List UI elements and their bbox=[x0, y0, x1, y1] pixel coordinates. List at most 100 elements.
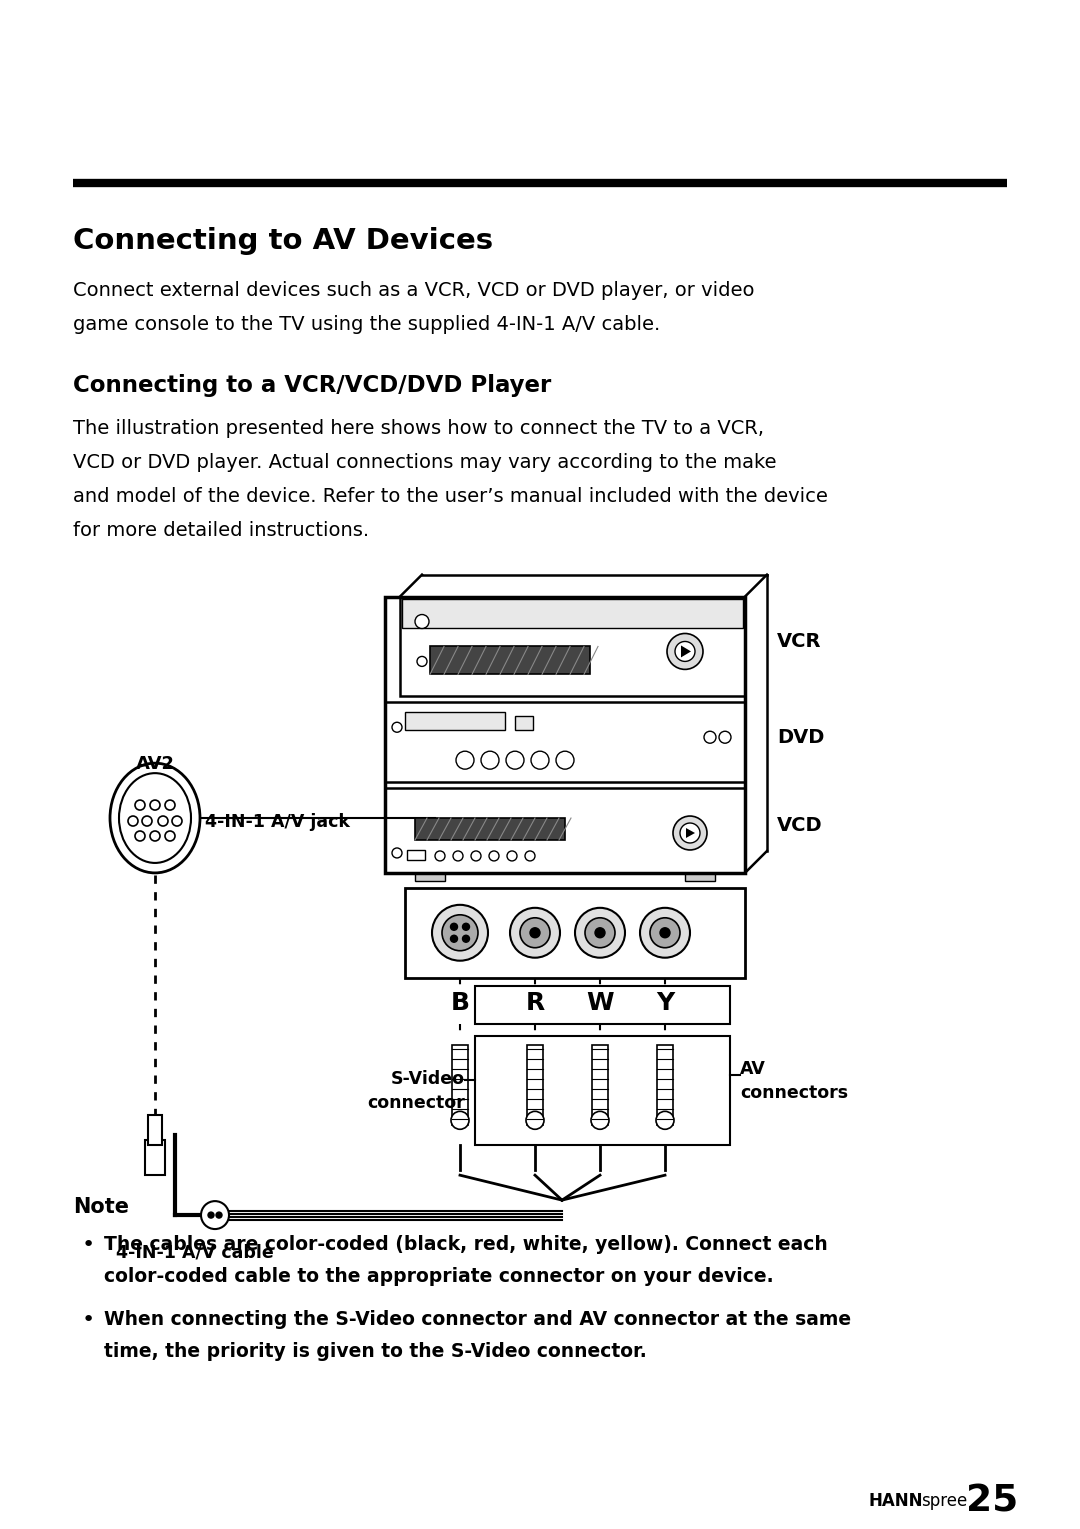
Circle shape bbox=[129, 816, 138, 826]
Circle shape bbox=[680, 823, 700, 842]
Bar bbox=[453, 1046, 468, 1125]
Circle shape bbox=[435, 852, 445, 861]
Text: B: B bbox=[450, 991, 470, 1015]
Text: and model of the device. Refer to the user’s manual included with the device: and model of the device. Refer to the us… bbox=[73, 486, 828, 506]
Bar bbox=[475, 1035, 730, 1145]
Circle shape bbox=[450, 936, 458, 942]
Circle shape bbox=[656, 1112, 674, 1130]
Polygon shape bbox=[681, 645, 691, 657]
Ellipse shape bbox=[110, 763, 200, 873]
Text: 25: 25 bbox=[966, 1483, 1018, 1520]
Bar bbox=[475, 986, 730, 1023]
Text: Note: Note bbox=[73, 1197, 129, 1217]
Bar bbox=[148, 1115, 162, 1145]
Circle shape bbox=[704, 731, 716, 743]
Circle shape bbox=[660, 928, 670, 937]
Bar bbox=[430, 647, 590, 674]
Bar bbox=[592, 1046, 608, 1125]
Circle shape bbox=[667, 633, 703, 670]
Circle shape bbox=[556, 751, 573, 769]
Circle shape bbox=[150, 830, 160, 841]
Text: When connecting the S-Video connector and AV connector at the same: When connecting the S-Video connector an… bbox=[104, 1310, 851, 1329]
Text: R: R bbox=[525, 991, 544, 1015]
Circle shape bbox=[165, 830, 175, 841]
Bar bbox=[657, 1046, 673, 1125]
Circle shape bbox=[432, 905, 488, 960]
Circle shape bbox=[595, 928, 605, 937]
Text: Connecting to AV Devices: Connecting to AV Devices bbox=[73, 228, 494, 255]
Circle shape bbox=[158, 816, 168, 826]
Circle shape bbox=[531, 751, 549, 769]
Circle shape bbox=[471, 852, 481, 861]
Circle shape bbox=[650, 917, 680, 948]
Circle shape bbox=[462, 936, 470, 942]
Circle shape bbox=[417, 656, 427, 667]
Bar bbox=[527, 1046, 543, 1125]
Bar bbox=[384, 787, 745, 873]
Circle shape bbox=[519, 917, 550, 948]
Ellipse shape bbox=[119, 774, 191, 862]
Text: W: W bbox=[586, 991, 613, 1015]
Bar bbox=[402, 598, 743, 628]
Text: AV
connectors: AV connectors bbox=[740, 1061, 848, 1102]
Circle shape bbox=[392, 722, 402, 732]
Bar bbox=[407, 850, 426, 859]
Circle shape bbox=[201, 1202, 229, 1229]
Text: •: • bbox=[82, 1235, 95, 1255]
Circle shape bbox=[675, 642, 696, 662]
Circle shape bbox=[507, 751, 524, 769]
Text: •: • bbox=[82, 1310, 95, 1330]
Circle shape bbox=[575, 908, 625, 957]
Circle shape bbox=[135, 830, 145, 841]
Text: game console to the TV using the supplied 4-IN-1 A/V cable.: game console to the TV using the supplie… bbox=[73, 315, 660, 335]
Text: time, the priority is given to the S-Video connector.: time, the priority is given to the S-Vid… bbox=[104, 1342, 647, 1361]
Circle shape bbox=[673, 816, 707, 850]
Circle shape bbox=[481, 751, 499, 769]
Circle shape bbox=[462, 924, 470, 930]
Bar bbox=[405, 888, 745, 977]
Circle shape bbox=[208, 1212, 214, 1219]
Text: The cables are color-coded (black, red, white, yellow). Connect each: The cables are color-coded (black, red, … bbox=[104, 1235, 827, 1254]
Circle shape bbox=[453, 852, 463, 861]
Circle shape bbox=[510, 908, 561, 957]
Text: color-coded cable to the appropriate connector on your device.: color-coded cable to the appropriate con… bbox=[104, 1268, 773, 1286]
Circle shape bbox=[591, 1112, 609, 1130]
Bar bbox=[145, 1141, 165, 1176]
Bar bbox=[384, 596, 745, 873]
Polygon shape bbox=[686, 829, 696, 838]
Circle shape bbox=[507, 852, 517, 861]
Circle shape bbox=[216, 1212, 222, 1219]
Bar bbox=[400, 596, 745, 696]
Circle shape bbox=[141, 816, 152, 826]
Circle shape bbox=[442, 914, 478, 951]
Circle shape bbox=[392, 849, 402, 858]
Circle shape bbox=[456, 751, 474, 769]
Circle shape bbox=[165, 800, 175, 810]
Circle shape bbox=[640, 908, 690, 957]
Circle shape bbox=[489, 852, 499, 861]
Text: Connecting to a VCR/VCD/DVD Player: Connecting to a VCR/VCD/DVD Player bbox=[73, 375, 551, 398]
Bar bbox=[415, 873, 445, 881]
Circle shape bbox=[525, 852, 535, 861]
Text: 4-IN-1 A/V cable: 4-IN-1 A/V cable bbox=[117, 1243, 274, 1261]
Circle shape bbox=[150, 800, 160, 810]
Text: VCD: VCD bbox=[777, 815, 823, 835]
Text: HANN: HANN bbox=[868, 1492, 922, 1511]
Text: AV2: AV2 bbox=[135, 755, 175, 774]
Bar bbox=[515, 716, 534, 731]
Circle shape bbox=[451, 1112, 469, 1130]
Text: VCD or DVD player. Actual connections may vary according to the make: VCD or DVD player. Actual connections ma… bbox=[73, 453, 777, 472]
Text: The illustration presented here shows how to connect the TV to a VCR,: The illustration presented here shows ho… bbox=[73, 419, 764, 437]
Text: S-Video
connector: S-Video connector bbox=[367, 1070, 465, 1112]
Text: Connect external devices such as a VCR, VCD or DVD player, or video: Connect external devices such as a VCR, … bbox=[73, 281, 755, 300]
Circle shape bbox=[415, 615, 429, 628]
Circle shape bbox=[585, 917, 615, 948]
Text: 4-IN-1 A/V jack: 4-IN-1 A/V jack bbox=[205, 813, 350, 832]
Bar bbox=[685, 873, 715, 881]
Circle shape bbox=[450, 924, 458, 930]
Text: VCR: VCR bbox=[777, 631, 822, 651]
Text: spree: spree bbox=[921, 1492, 968, 1511]
Bar bbox=[405, 713, 505, 731]
Bar bbox=[384, 702, 745, 783]
Text: DVD: DVD bbox=[777, 728, 824, 746]
